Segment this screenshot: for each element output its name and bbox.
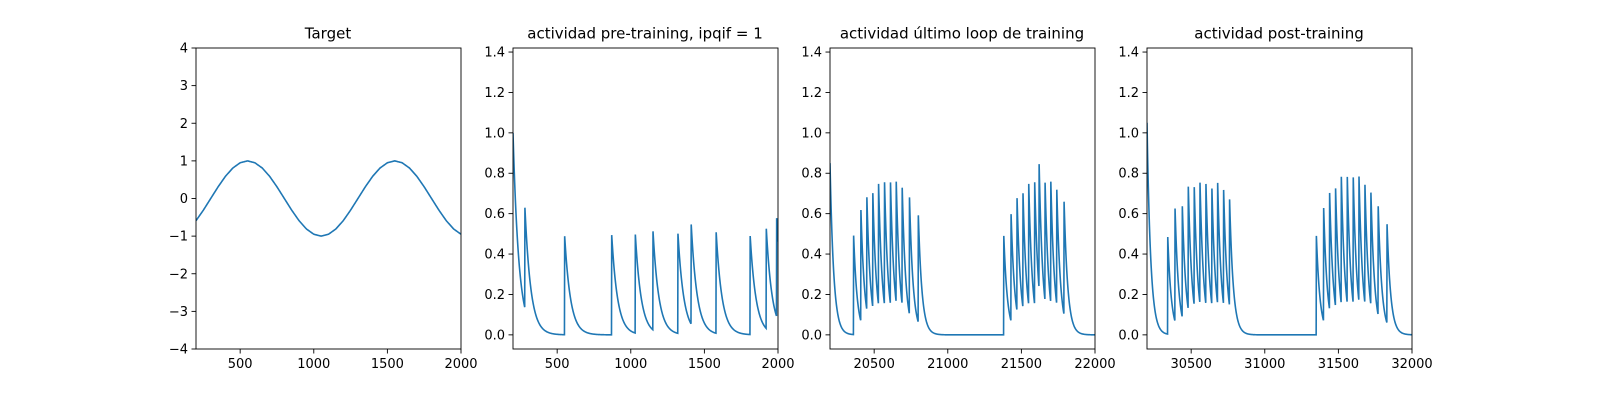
x-tick-label: 22000 [1074,357,1115,372]
y-tick-label: 0.4 [484,248,505,263]
x-tick-label: 1500 [688,357,721,372]
activity-series-line [1147,122,1412,336]
y-tick-label: 3 [180,79,188,94]
x-tick-label: 2000 [761,357,794,372]
y-tick-label: 0.0 [1118,328,1139,343]
y-tick-label: 0.8 [801,167,822,182]
x-tick-label: 32000 [1391,357,1432,372]
y-tick-label: 0.6 [801,207,822,222]
target-series-line [196,160,461,237]
axes-frame [512,47,779,350]
y-tick-label: 2 [180,117,188,132]
y-tick-label: 1.2 [801,86,822,101]
panel-title: Target [304,25,352,43]
y-tick-label: 0.6 [484,207,505,222]
y-tick-label: 0.4 [801,248,822,263]
y-tick-label: 0.8 [484,167,505,182]
x-tick-label: 21000 [927,357,968,372]
y-tick-label: 1.2 [1118,86,1139,101]
panel-post-training: actividad post-training 30500 31000 31500 3… [1118,25,1432,373]
y-tick-label: 1.0 [801,126,822,141]
y-tick-label: 0 [180,192,188,207]
y-tick-label: −4 [169,343,188,358]
y-tick-label: 1.0 [484,126,505,141]
panel-pre-training: actividad pre-training, ipqif = 1 500 100… [484,25,794,373]
x-tick-label: 1500 [371,357,404,372]
axes-frame [829,47,1096,350]
panel-target: Target 500 1000 1500 2000 −4 −3 −2 −1 0 1 2 3 4 [169,25,478,373]
y-tick-label: 0.6 [1118,207,1139,222]
y-tick-label: 0.2 [801,288,822,303]
panel-title: actividad pre-training, ipqif = 1 [527,25,763,43]
x-tick-label: 20500 [853,357,894,372]
x-tick-label: 31000 [1244,357,1285,372]
y-tick-label: 0.2 [1118,288,1139,303]
y-tick-label: 1.2 [484,86,505,101]
y-tick-label: −2 [169,267,188,282]
y-tick-label: 0.0 [484,328,505,343]
y-tick-label: 1 [180,154,188,169]
x-tick-label: 30500 [1170,357,1211,372]
y-tick-label: −3 [169,305,188,320]
axes-frame [1146,47,1413,350]
x-tick-label: 21500 [1001,357,1042,372]
activity-series-line [513,132,778,336]
y-tick-label: 0.0 [801,328,822,343]
x-tick-label: 2000 [444,357,477,372]
y-tick-label: 0.4 [1118,248,1139,263]
y-tick-label: 1.4 [1118,46,1139,61]
y-tick-label: 0.2 [484,288,505,303]
x-tick-label: 1000 [614,357,647,372]
panel-title: actividad post-training [1194,25,1363,43]
x-tick-label: 1000 [297,357,330,372]
y-tick-label: 4 [180,42,188,57]
y-tick-label: 0.8 [1118,167,1139,182]
y-tick-label: 1.4 [801,46,822,61]
x-tick-label: 31500 [1318,357,1359,372]
x-tick-label: 500 [545,357,570,372]
y-tick-label: 1.0 [1118,126,1139,141]
y-tick-label: −1 [169,230,188,245]
y-tick-label: 1.4 [484,46,505,61]
panel-title: actividad último loop de training [840,25,1084,43]
activity-series-line [830,163,1095,336]
panel-last-training-loop: actividad último loop de training 20500 2… [801,25,1115,373]
axes-frame [195,47,462,350]
x-tick-label: 500 [228,357,253,372]
